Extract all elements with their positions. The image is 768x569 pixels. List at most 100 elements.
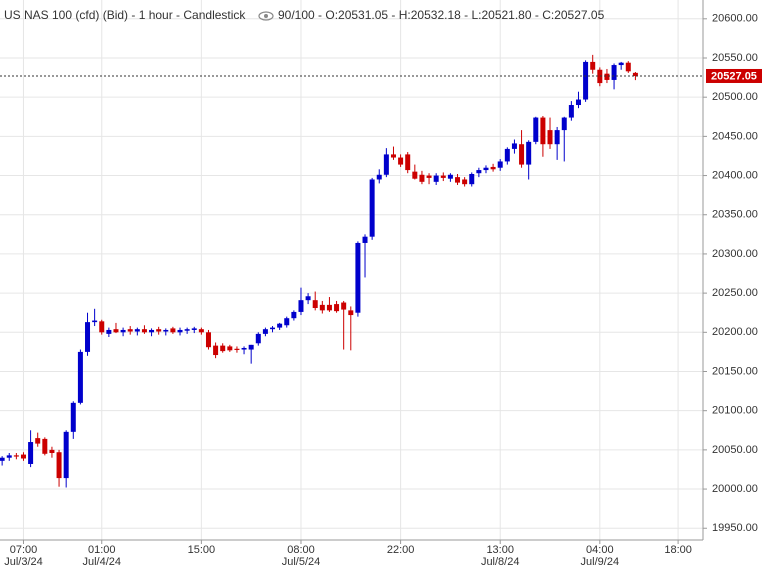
candle-body [590, 61, 596, 70]
ohlc-info: 90/100 - O:20531.05 - H:20532.18 - L:205… [278, 8, 605, 22]
candle-body [248, 344, 254, 350]
x-tick-label: 04:00 [586, 544, 614, 556]
candle-body [383, 154, 389, 175]
x-tick-label: 08:00 [287, 544, 315, 556]
candle-body [561, 117, 567, 131]
x-tick-date: Jul/3/24 [4, 556, 43, 568]
candle-body [262, 329, 268, 334]
candle-body [447, 174, 453, 179]
candle-body [376, 174, 382, 180]
candle-body [92, 320, 98, 323]
candle-body [28, 442, 34, 464]
candle-body [85, 322, 91, 352]
x-tick-label: 01:00 [88, 544, 116, 556]
candle-body [134, 329, 140, 332]
x-tick-date: Jul/5/24 [282, 556, 321, 568]
candle-body [462, 179, 468, 185]
candle-body [568, 105, 574, 118]
candle-body [334, 304, 340, 312]
y-tick-label: 20100.00 [712, 405, 758, 417]
candle-body [533, 117, 539, 142]
y-tick-label: 20350.00 [712, 209, 758, 221]
candle-body [13, 455, 19, 457]
candle-body [405, 154, 411, 171]
candle-body [433, 175, 439, 182]
candle-body [177, 329, 183, 333]
candle-body [120, 329, 126, 333]
y-tick-label: 20450.00 [712, 130, 758, 142]
candle-body [170, 328, 176, 333]
candle-body [49, 449, 55, 454]
candle-body [390, 154, 396, 158]
y-tick-label: 20200.00 [712, 326, 758, 338]
candle-body [604, 73, 610, 80]
y-tick-label: 20000.00 [712, 483, 758, 495]
candle-body [241, 347, 247, 350]
candle-body [362, 236, 368, 243]
candle-body [483, 167, 489, 171]
y-tick-label: 20050.00 [712, 444, 758, 456]
candle-body [141, 329, 147, 333]
candle-body [35, 438, 41, 444]
candle-body [490, 166, 496, 170]
candle-body [511, 143, 517, 149]
candle-body [291, 311, 297, 319]
candle-body [455, 177, 461, 183]
candle-body [77, 351, 83, 403]
candle-body [312, 300, 318, 309]
candle-body [227, 346, 233, 351]
candle-body [597, 69, 603, 84]
candle-body [440, 175, 446, 178]
candles [0, 54, 638, 488]
y-tick-label: 20150.00 [712, 365, 758, 377]
candle-body [426, 175, 432, 178]
x-tick-label: 18:00 [664, 544, 692, 556]
candle-body [369, 179, 375, 237]
candle-body [213, 345, 219, 356]
candle-body [70, 402, 76, 432]
y-tick-label: 20250.00 [712, 287, 758, 299]
candle-body [305, 296, 311, 301]
candle-body [184, 329, 190, 331]
candle-body [355, 242, 361, 313]
candle-body [575, 99, 581, 106]
last-price-box [706, 68, 762, 83]
candle-body [0, 457, 5, 461]
candle-body [341, 302, 347, 310]
x-tick-label: 22:00 [387, 544, 415, 556]
candle-body [326, 304, 332, 311]
candle-body [632, 72, 638, 76]
candle-body [220, 345, 226, 352]
candle-body [412, 171, 418, 179]
candle-body [106, 329, 112, 334]
candle-body [156, 329, 162, 332]
last-price-label: 20527.05 [711, 70, 757, 82]
x-tick-date: Jul/4/24 [82, 556, 121, 568]
x-tick-label: 13:00 [486, 544, 514, 556]
candle-body [63, 431, 69, 479]
candle-body [56, 452, 62, 479]
y-tick-label: 20300.00 [712, 248, 758, 260]
candle-body [554, 130, 560, 145]
candle-body [547, 130, 553, 145]
candle-body [113, 329, 119, 333]
x-tick-date: Jul/9/24 [581, 556, 620, 568]
candle-body [298, 300, 304, 312]
candle-body [419, 174, 425, 182]
x-tick-date: Jul/8/24 [481, 556, 520, 568]
candle-body [127, 329, 133, 332]
candle-body [526, 141, 532, 165]
candle-body [583, 61, 589, 100]
candle-body [540, 117, 546, 145]
candle-body [20, 454, 26, 459]
eye-icon[interactable] [258, 11, 274, 21]
overlay: 19950.00 20000.00 20050.00 20100.00 20150.00… [0, 13, 762, 568]
candle-body [497, 161, 503, 168]
candle-body [284, 318, 290, 326]
y-tick-label: 20550.00 [712, 52, 758, 64]
x-tick-label: 07:00 [10, 544, 38, 556]
y-tick-label: 19950.00 [712, 522, 758, 534]
candle-body [205, 332, 211, 348]
candle-body [198, 329, 204, 333]
